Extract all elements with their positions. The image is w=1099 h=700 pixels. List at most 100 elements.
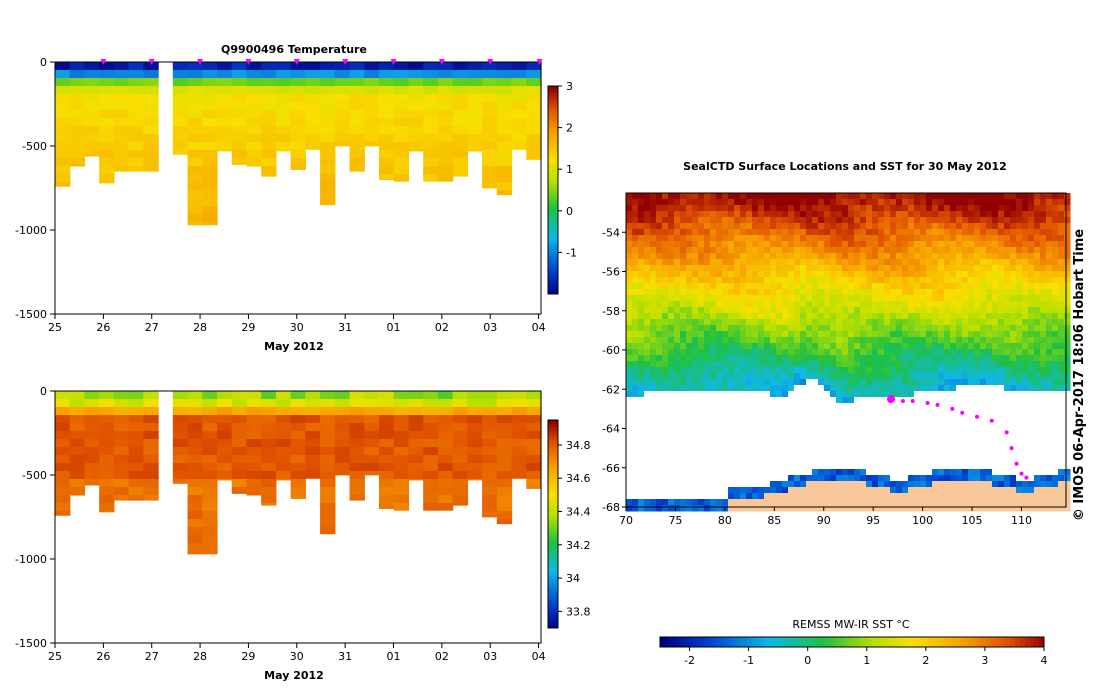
sst-cell bbox=[686, 313, 693, 320]
sst-cell bbox=[806, 367, 813, 374]
sst-cell bbox=[1004, 355, 1011, 362]
sst-cell bbox=[938, 301, 945, 308]
sst-cell bbox=[848, 391, 855, 398]
sst-cell bbox=[944, 229, 951, 236]
sst-cell bbox=[980, 493, 987, 500]
sst-cell bbox=[1058, 367, 1065, 374]
sst-cell bbox=[662, 445, 669, 452]
section-cell bbox=[334, 431, 351, 440]
section-cell bbox=[482, 94, 498, 103]
section-cell bbox=[482, 174, 498, 183]
sst-cell bbox=[656, 349, 663, 356]
sst-cell bbox=[1022, 199, 1029, 206]
sst-cell bbox=[830, 325, 837, 332]
section-cell bbox=[379, 102, 395, 111]
sst-cell bbox=[734, 445, 741, 452]
sst-cell bbox=[680, 247, 687, 254]
sst-cell bbox=[692, 475, 699, 482]
section-cell bbox=[99, 391, 115, 400]
x-tick-label: 29 bbox=[241, 650, 255, 663]
sst-cell bbox=[962, 379, 969, 386]
sst-cell bbox=[626, 421, 633, 428]
colorbar-segment bbox=[548, 179, 558, 184]
sst-cell bbox=[860, 349, 867, 356]
sst-cell bbox=[680, 361, 687, 368]
sst-cell bbox=[812, 223, 819, 230]
sst-cell bbox=[908, 463, 915, 470]
x-tick-label: 03 bbox=[483, 321, 497, 334]
sst-cell bbox=[926, 433, 933, 440]
sst-cell bbox=[674, 463, 681, 470]
sst-cell bbox=[920, 457, 927, 464]
sst-cell bbox=[986, 241, 993, 248]
sst-cell bbox=[650, 349, 657, 356]
colorbar-segment bbox=[548, 235, 558, 240]
section-cell bbox=[261, 150, 277, 159]
sst-cell bbox=[836, 475, 843, 482]
sst-cell bbox=[1046, 307, 1053, 314]
sst-cell bbox=[728, 301, 735, 308]
y-tick-label: 0 bbox=[40, 56, 47, 69]
sst-cell bbox=[722, 445, 729, 452]
sst-cell bbox=[854, 427, 861, 434]
sst-cell bbox=[728, 331, 735, 338]
sst-cell bbox=[800, 319, 807, 326]
sst-cell bbox=[710, 445, 717, 452]
sst-cell bbox=[914, 235, 921, 242]
sst-cell bbox=[626, 415, 633, 422]
section-cell bbox=[364, 431, 380, 440]
sst-cell bbox=[944, 487, 951, 494]
sst-cell bbox=[734, 379, 741, 386]
sst-cell bbox=[878, 247, 885, 254]
sst-cell bbox=[1028, 217, 1035, 224]
sst-cell bbox=[1016, 331, 1023, 338]
sst-cell bbox=[680, 415, 687, 422]
sst-cell bbox=[890, 235, 897, 242]
sst-cell bbox=[776, 349, 783, 356]
sst-cell bbox=[914, 481, 921, 488]
sst-cell bbox=[830, 259, 837, 266]
sst-cell bbox=[962, 319, 969, 326]
sst-cell bbox=[686, 247, 693, 254]
sst-cell bbox=[734, 205, 741, 212]
sst-cell bbox=[1004, 283, 1011, 290]
sst-cell bbox=[782, 499, 789, 506]
sst-cell bbox=[842, 193, 849, 200]
sst-cell bbox=[1058, 475, 1065, 482]
sst-cell bbox=[770, 451, 777, 458]
sst-cell bbox=[1004, 337, 1011, 344]
sst-cell bbox=[926, 247, 933, 254]
colorbar-segment bbox=[548, 503, 558, 508]
sst-cell bbox=[770, 265, 777, 272]
sst-cell bbox=[704, 211, 711, 218]
sst-cell bbox=[734, 289, 741, 296]
sst-cell bbox=[812, 199, 819, 206]
sst-cell bbox=[962, 271, 969, 278]
sst-cell bbox=[794, 253, 801, 260]
section-cell bbox=[334, 78, 351, 87]
section-cell bbox=[187, 511, 203, 520]
sst-cell bbox=[734, 349, 741, 356]
section-cell bbox=[452, 391, 468, 400]
section-cell bbox=[261, 471, 277, 480]
sst-cell bbox=[920, 349, 927, 356]
sst-cell bbox=[752, 361, 759, 368]
section-cell bbox=[275, 94, 292, 103]
sst-cell bbox=[872, 205, 879, 212]
section-cell bbox=[202, 439, 218, 448]
sst-cell bbox=[1052, 307, 1059, 314]
sst-cell bbox=[1064, 325, 1071, 332]
section-cell bbox=[349, 158, 365, 167]
x-tick-label: 27 bbox=[145, 321, 159, 334]
section-cell bbox=[379, 495, 395, 504]
sst-cell bbox=[1034, 451, 1041, 458]
sst-cell bbox=[740, 271, 747, 278]
sst-cell bbox=[866, 463, 873, 470]
section-cell bbox=[496, 166, 513, 175]
sst-cell bbox=[872, 325, 879, 332]
section-cell bbox=[128, 110, 144, 119]
sst-cell bbox=[770, 331, 777, 338]
section-cell bbox=[496, 142, 513, 151]
sst-cell bbox=[752, 277, 759, 284]
sst-cell bbox=[728, 493, 735, 500]
